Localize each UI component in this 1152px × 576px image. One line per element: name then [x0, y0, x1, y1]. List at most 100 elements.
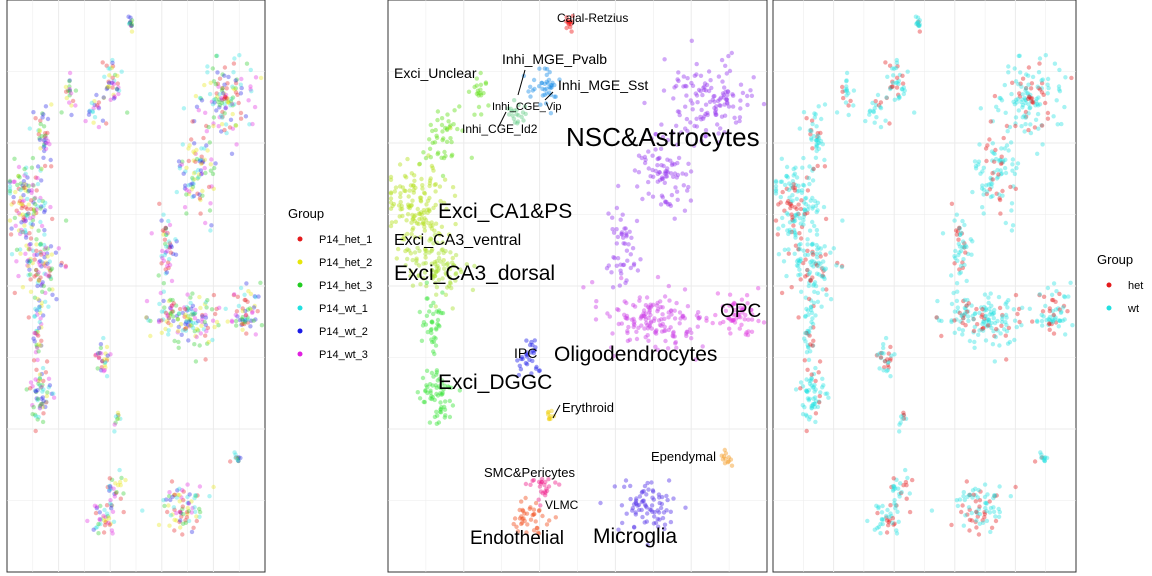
point [892, 486, 898, 491]
point [93, 353, 98, 358]
point [960, 503, 965, 508]
point [204, 329, 209, 334]
point [208, 168, 214, 173]
point [994, 191, 999, 196]
point [188, 295, 193, 300]
point [450, 185, 456, 190]
point [631, 524, 637, 530]
point [896, 519, 901, 524]
point [1034, 96, 1039, 102]
point [999, 323, 1004, 328]
point [813, 411, 819, 416]
point [413, 185, 418, 190]
point [44, 400, 49, 405]
point [23, 213, 28, 218]
point [41, 144, 46, 150]
point [871, 109, 876, 115]
point [1034, 318, 1040, 323]
point [539, 80, 545, 86]
point [821, 268, 826, 274]
point [654, 328, 659, 333]
point [799, 224, 805, 230]
point [92, 99, 97, 104]
point [37, 137, 43, 142]
point [718, 126, 723, 131]
cluster-label: OPC [720, 301, 761, 322]
point [111, 519, 117, 524]
point [844, 79, 849, 84]
point [191, 525, 196, 530]
point [44, 136, 49, 141]
point [886, 365, 891, 370]
point [970, 239, 975, 244]
point [812, 198, 818, 204]
point [792, 230, 797, 235]
point [969, 510, 974, 516]
point [36, 414, 41, 420]
point [542, 87, 547, 92]
point [1000, 316, 1005, 322]
point [674, 83, 679, 89]
point [190, 119, 195, 124]
point [688, 169, 694, 174]
point [806, 296, 812, 302]
point [904, 483, 909, 488]
point [200, 188, 205, 194]
point [879, 510, 885, 515]
point [168, 311, 173, 316]
point [183, 518, 188, 523]
point [657, 170, 662, 175]
point [996, 294, 1002, 300]
point [897, 72, 903, 78]
point [36, 342, 41, 347]
point [594, 299, 599, 304]
point [673, 340, 678, 345]
point [641, 311, 646, 316]
point [170, 309, 175, 314]
point [109, 477, 115, 482]
point [30, 182, 35, 188]
point [101, 95, 107, 101]
point [660, 305, 665, 310]
point [445, 285, 450, 290]
point [204, 143, 209, 148]
point [624, 511, 629, 516]
point [974, 306, 979, 312]
point [243, 114, 249, 119]
point [1023, 115, 1028, 120]
point [722, 102, 727, 107]
point [1004, 143, 1010, 148]
point [659, 122, 664, 127]
point [1004, 322, 1009, 328]
point [612, 484, 617, 489]
point [103, 351, 108, 356]
point [802, 405, 807, 410]
point [898, 414, 904, 419]
point [434, 265, 439, 270]
point [233, 81, 239, 86]
point [529, 339, 534, 345]
point [443, 153, 448, 159]
point [1019, 84, 1024, 89]
point [32, 257, 37, 262]
point [805, 267, 810, 273]
point [814, 271, 820, 276]
point [811, 283, 816, 288]
point [423, 255, 428, 260]
point [195, 176, 200, 181]
point [816, 272, 822, 277]
point [980, 183, 985, 188]
point [982, 515, 987, 520]
point [427, 238, 432, 243]
point [880, 521, 885, 527]
point [1028, 98, 1034, 104]
point [190, 194, 195, 200]
point [793, 243, 799, 248]
point [867, 112, 872, 117]
point [235, 457, 240, 463]
point [983, 338, 989, 343]
label-leader [517, 69, 526, 96]
point [654, 331, 659, 336]
point [647, 308, 652, 313]
point [146, 318, 151, 323]
